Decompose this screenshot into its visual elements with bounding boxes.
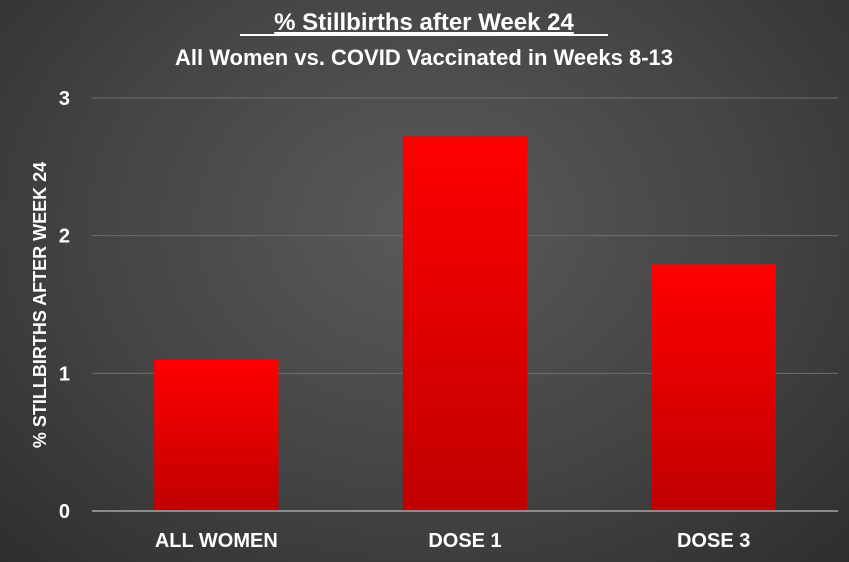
x-tick-label: ALL WOMEN	[155, 530, 278, 552]
y-tick-label: 2	[59, 226, 70, 248]
y-tick-label: 1	[59, 363, 70, 385]
y-tick-label: 3	[59, 88, 70, 110]
chart-title: % Stillbirths after Week 24	[274, 9, 574, 36]
bar-all-women	[154, 359, 279, 511]
bar-dose-3	[651, 264, 776, 511]
y-tick-labels: 0 1 2 3	[59, 88, 70, 523]
x-tick-label: DOSE 1	[428, 530, 501, 552]
x-tick-label: DOSE 3	[677, 530, 750, 552]
y-axis-label: % STILLBIRTHS AFTER WEEK 24	[30, 162, 50, 448]
bar-dose-1	[402, 136, 528, 511]
bars	[154, 136, 776, 511]
y-tick-label: 0	[59, 501, 70, 523]
chart-subtitle: All Women vs. COVID Vaccinated in Weeks …	[175, 45, 673, 70]
x-tick-labels: ALL WOMEN DOSE 1 DOSE 3	[155, 530, 750, 552]
